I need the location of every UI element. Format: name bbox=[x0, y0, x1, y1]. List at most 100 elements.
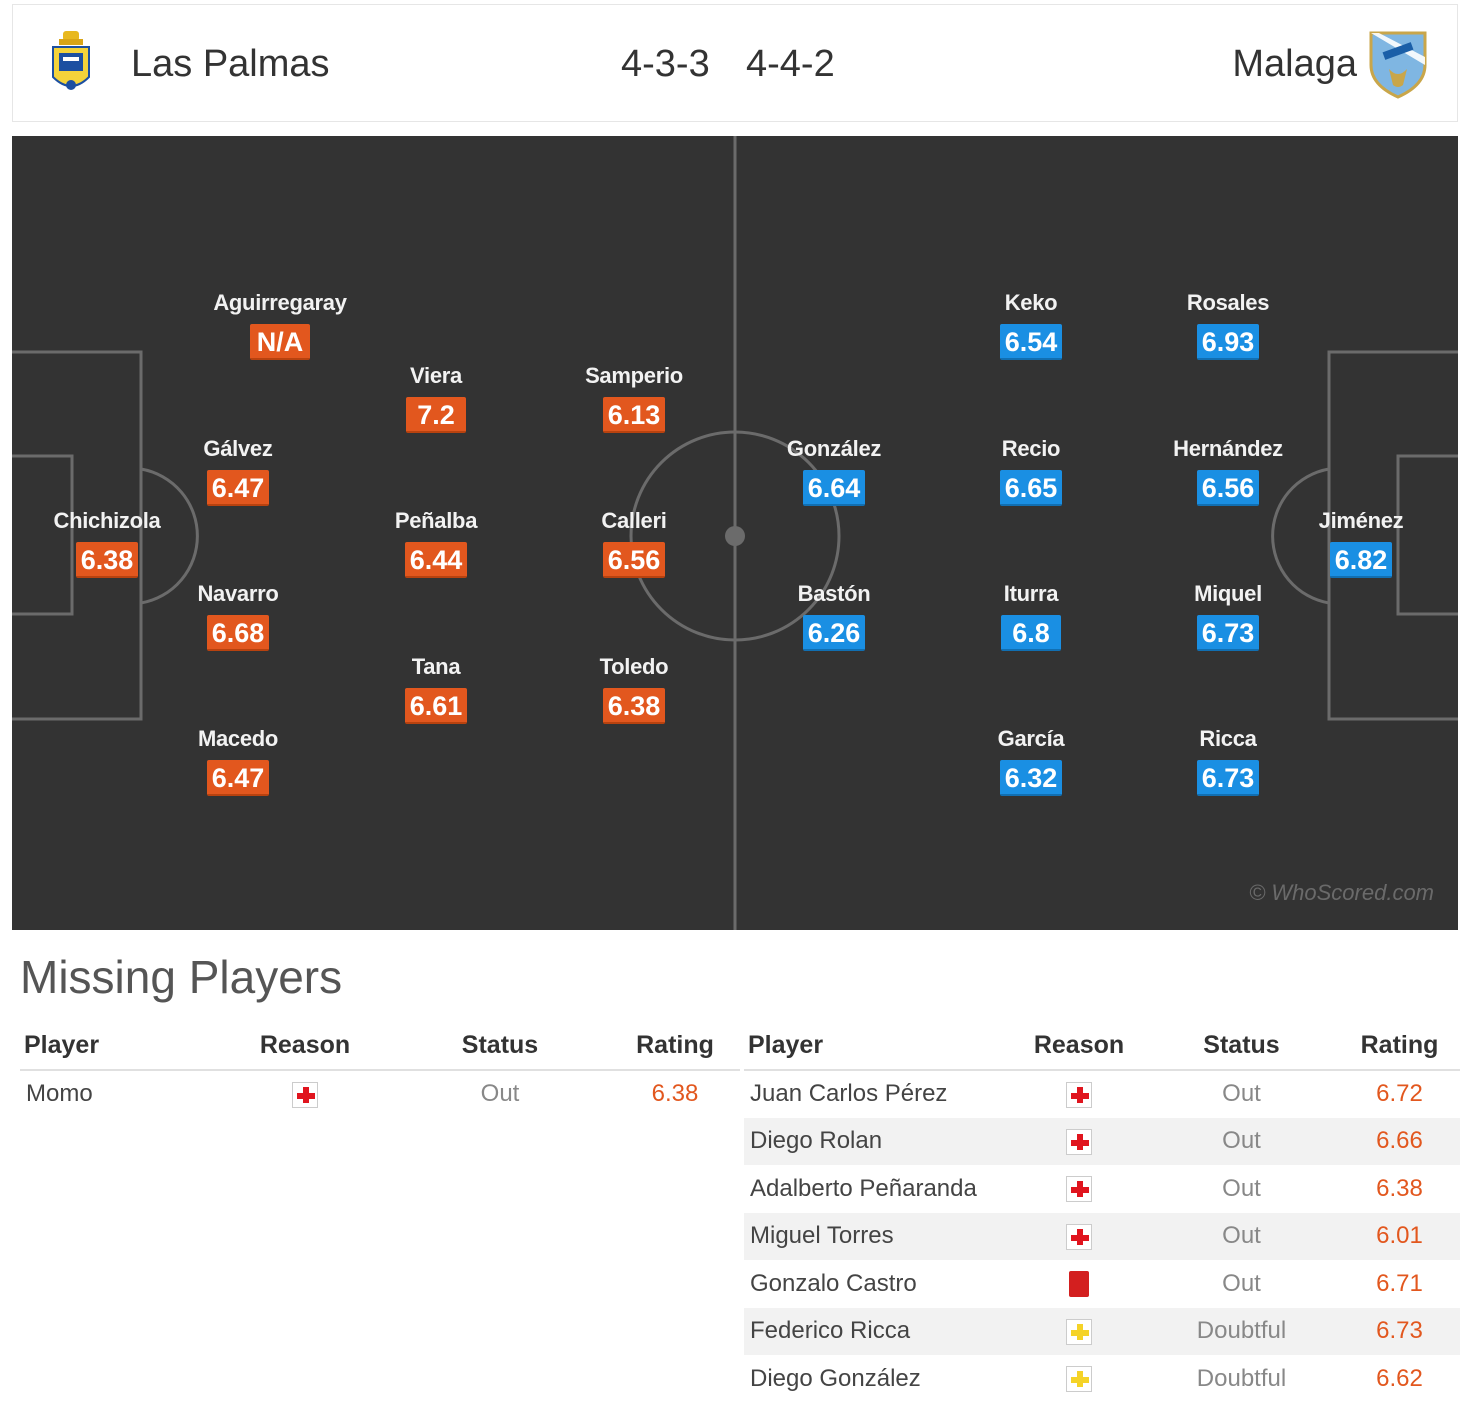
player-rating-badge: 6.56 bbox=[1196, 470, 1260, 506]
match-header: Las Palmas 4-3-3 4-4-2 Malaga bbox=[12, 4, 1458, 122]
missing-players-title: Missing Players bbox=[20, 951, 343, 1003]
player-name[interactable]: Iturra bbox=[1003, 581, 1059, 606]
rating-cell: 6.66 bbox=[1339, 1117, 1460, 1165]
player-name[interactable]: Rosales bbox=[1186, 290, 1270, 315]
rating-cell: 6.38 bbox=[1376, 1174, 1423, 1202]
away-team-name[interactable]: Malaga bbox=[1232, 43, 1357, 85]
col-rating[interactable]: Rating bbox=[1339, 1022, 1460, 1071]
player-name[interactable]: Chichizola bbox=[53, 508, 161, 533]
pitch: Chichizola 6.38 Aguirregaray N/A Gálvez 6.47 N… bbox=[12, 136, 1458, 930]
player-name[interactable]: Gálvez bbox=[203, 436, 273, 461]
player-name[interactable]: Keko bbox=[1004, 290, 1058, 315]
rating-cell: 6.72 bbox=[1376, 1080, 1423, 1108]
missing-player-name[interactable]: Miguel Torres bbox=[744, 1212, 1014, 1260]
player-marker[interactable]: Ricca 6.73 bbox=[1148, 726, 1308, 796]
table-row[interactable]: Federico Ricca Doubtful 6.73 bbox=[744, 1307, 1460, 1355]
table-row[interactable]: Diego González Doubtful 6.62 bbox=[744, 1355, 1460, 1403]
player-name[interactable]: Recio bbox=[1001, 436, 1061, 461]
player-marker[interactable]: Macedo 6.47 bbox=[158, 726, 318, 796]
player-name[interactable]: Bastón bbox=[797, 581, 871, 606]
col-player[interactable]: Player bbox=[744, 1022, 1014, 1071]
player-marker[interactable]: Keko 6.54 bbox=[951, 290, 1111, 360]
col-status[interactable]: Status bbox=[1144, 1022, 1339, 1071]
player-name[interactable]: Samperio bbox=[585, 363, 683, 388]
missing-player-name[interactable]: Diego Rolan bbox=[744, 1117, 1014, 1165]
player-name[interactable]: Peñalba bbox=[394, 508, 478, 533]
player-name[interactable]: Jiménez bbox=[1318, 508, 1404, 533]
reason-cell bbox=[220, 1070, 390, 1118]
player-marker[interactable]: Tana 6.61 bbox=[356, 654, 516, 724]
doubtful-icon bbox=[1066, 1366, 1092, 1393]
player-marker[interactable]: Miquel 6.73 bbox=[1148, 581, 1308, 651]
status-cell: Out bbox=[1144, 1117, 1339, 1165]
player-name[interactable]: Toledo bbox=[599, 654, 669, 679]
player-marker[interactable]: Viera 7.2 bbox=[356, 363, 516, 433]
reason-cell bbox=[1014, 1355, 1144, 1403]
table-row[interactable]: Juan Carlos Pérez Out 6.72 bbox=[744, 1070, 1460, 1118]
player-rating-badge: 6.47 bbox=[206, 470, 270, 506]
rating-cell: 6.62 bbox=[1376, 1364, 1423, 1392]
table-row[interactable]: Miguel Torres Out 6.01 bbox=[744, 1212, 1460, 1260]
player-name[interactable]: Viera bbox=[410, 363, 462, 388]
player-name[interactable]: Navarro bbox=[197, 581, 279, 606]
player-name[interactable]: González bbox=[786, 436, 882, 461]
player-name[interactable]: Calleri bbox=[601, 508, 667, 533]
status-cell: Out bbox=[480, 1080, 520, 1108]
col-reason[interactable]: Reason bbox=[1014, 1022, 1144, 1071]
player-name[interactable]: Macedo bbox=[197, 726, 279, 751]
status-cell: Doubtful bbox=[1144, 1307, 1339, 1355]
table-header-row: Player Reason Status Rating bbox=[744, 1022, 1460, 1071]
injury-icon bbox=[1066, 1176, 1092, 1203]
missing-player-name[interactable]: Momo bbox=[26, 1080, 93, 1108]
col-player[interactable]: Player bbox=[20, 1022, 220, 1071]
table-row[interactable]: Adalberto Peñaranda Out 6.38 bbox=[744, 1165, 1460, 1213]
player-marker[interactable]: González 6.64 bbox=[754, 436, 914, 506]
status-cell: Out bbox=[1222, 1174, 1261, 1202]
table-row[interactable]: Gonzalo Castro Out 6.71 bbox=[744, 1260, 1460, 1308]
table-row[interactable]: Diego Rolan Out 6.66 bbox=[744, 1117, 1460, 1165]
player-marker[interactable]: García 6.32 bbox=[951, 726, 1111, 796]
missing-player-name[interactable]: Juan Carlos Pérez bbox=[750, 1080, 948, 1108]
home-team-name[interactable]: Las Palmas bbox=[131, 43, 330, 85]
player-name[interactable]: Tana bbox=[411, 654, 461, 679]
malaga-crest-icon bbox=[1369, 31, 1427, 99]
away-missing-table: Player Reason Status Rating Juan Carlos … bbox=[744, 1022, 1460, 1403]
player-marker[interactable]: Rosales 6.93 bbox=[1148, 290, 1308, 360]
player-marker[interactable]: Recio 6.65 bbox=[951, 436, 1111, 506]
missing-player-name[interactable]: Diego González bbox=[750, 1364, 921, 1392]
table-header-row: Player Reason Status Rating bbox=[20, 1022, 740, 1071]
col-rating[interactable]: Rating bbox=[610, 1022, 740, 1071]
player-marker[interactable]: Toledo 6.38 bbox=[554, 654, 714, 724]
player-name[interactable]: García bbox=[997, 726, 1065, 751]
reason-cell bbox=[1014, 1307, 1144, 1355]
player-rating-badge: 7.2 bbox=[406, 397, 466, 433]
player-marker[interactable]: Aguirregaray N/A bbox=[200, 290, 360, 360]
player-marker[interactable]: Calleri 6.56 bbox=[554, 508, 714, 578]
player-marker[interactable]: Bastón 6.26 bbox=[754, 581, 914, 651]
rating-cell: 6.38 bbox=[651, 1080, 699, 1108]
player-rating-badge: 6.73 bbox=[1196, 615, 1260, 651]
status-cell: Out bbox=[1222, 1080, 1261, 1108]
player-marker[interactable]: Gálvez 6.47 bbox=[158, 436, 318, 506]
player-name[interactable]: Miquel bbox=[1194, 581, 1262, 606]
missing-player-name[interactable]: Adalberto Peñaranda bbox=[750, 1174, 977, 1202]
player-name[interactable]: Aguirregaray bbox=[213, 290, 347, 315]
player-marker[interactable]: Chichizola 6.38 bbox=[27, 508, 187, 578]
missing-player-name[interactable]: Gonzalo Castro bbox=[750, 1269, 917, 1297]
player-marker[interactable]: Samperio 6.13 bbox=[554, 363, 714, 433]
player-marker[interactable]: Navarro 6.68 bbox=[158, 581, 318, 651]
player-marker[interactable]: Jiménez 6.82 bbox=[1281, 508, 1441, 578]
table-row[interactable]: Momo Out 6.38 bbox=[20, 1070, 740, 1118]
player-name[interactable]: Hernández bbox=[1173, 436, 1283, 461]
missing-player-name[interactable]: Federico Ricca bbox=[744, 1307, 1014, 1355]
player-marker[interactable]: Peñalba 6.44 bbox=[356, 508, 516, 578]
col-reason[interactable]: Reason bbox=[220, 1022, 390, 1071]
col-status[interactable]: Status bbox=[390, 1022, 610, 1071]
player-rating-badge: 6.61 bbox=[404, 688, 468, 724]
player-marker[interactable]: Iturra 6.8 bbox=[951, 581, 1111, 651]
status-cell: Out bbox=[1222, 1269, 1261, 1297]
rating-cell: 6.73 bbox=[1339, 1307, 1460, 1355]
player-marker[interactable]: Hernández 6.56 bbox=[1148, 436, 1308, 506]
reason-cell bbox=[1014, 1260, 1144, 1308]
player-name[interactable]: Ricca bbox=[1199, 726, 1257, 751]
